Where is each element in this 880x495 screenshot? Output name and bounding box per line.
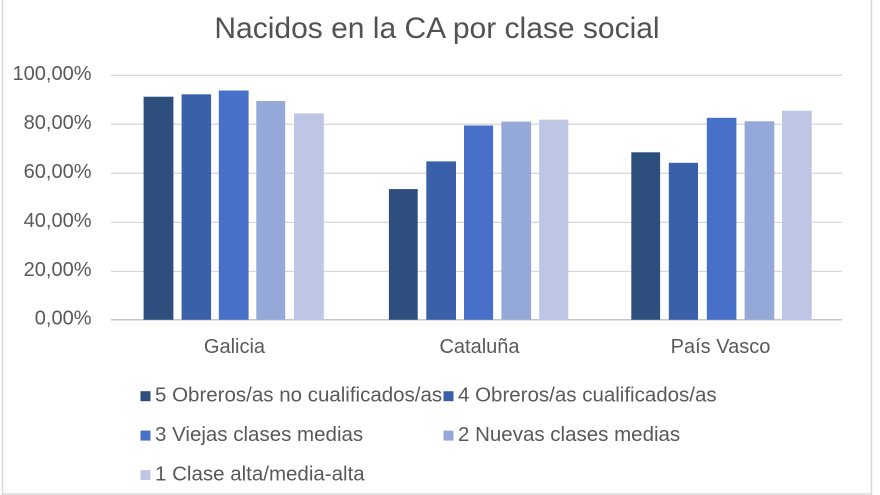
svg-text:0,00%: 0,00% xyxy=(35,308,92,330)
svg-text:40,00%: 40,00% xyxy=(24,210,92,232)
svg-text:Galicia: Galicia xyxy=(204,336,266,358)
svg-text:4 Obreros/as cualificados/as: 4 Obreros/as cualificados/as xyxy=(458,384,717,407)
svg-text:60,00%: 60,00% xyxy=(24,161,92,183)
svg-text:País Vasco: País Vasco xyxy=(671,336,771,358)
svg-text:Cataluña: Cataluña xyxy=(439,336,520,358)
svg-text:3 Viejas clases medias: 3 Viejas clases medias xyxy=(155,423,363,446)
svg-text:80,00%: 80,00% xyxy=(24,112,92,134)
svg-text:Nacidos en la CA por clase soc: Nacidos en la CA por clase social xyxy=(214,12,659,45)
svg-text:20,00%: 20,00% xyxy=(24,259,92,281)
svg-text:100,00%: 100,00% xyxy=(13,63,92,85)
svg-text:1 Clase alta/media-alta: 1 Clase alta/media-alta xyxy=(155,462,365,485)
svg-text:5 Obreros/as no cualificados/a: 5 Obreros/as no cualificados/as xyxy=(155,384,442,407)
svg-text:2 Nuevas clases medias: 2 Nuevas clases medias xyxy=(458,423,680,446)
